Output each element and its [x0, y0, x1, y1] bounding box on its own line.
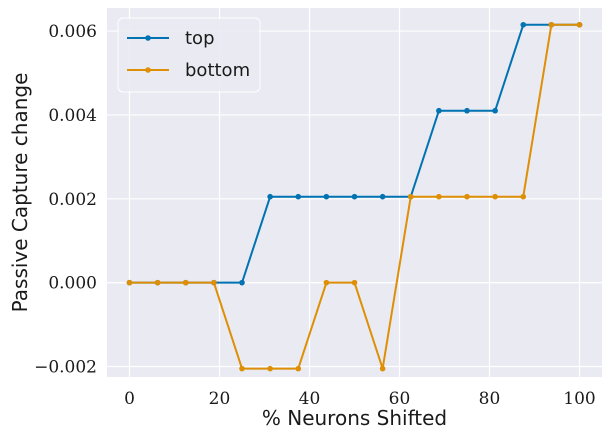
data-point-bottom	[576, 21, 583, 28]
x-tick-label: 100	[563, 389, 595, 409]
series-layer	[126, 21, 583, 372]
x-tick-label: 0	[124, 389, 135, 409]
x-tick-label: 60	[389, 389, 411, 409]
data-point-top	[520, 21, 527, 28]
data-point-bottom	[323, 279, 330, 286]
x-tick-label: 20	[209, 389, 231, 409]
x-tick-label: 80	[479, 389, 501, 409]
data-point-bottom	[154, 279, 161, 286]
data-point-bottom	[351, 279, 358, 286]
data-point-bottom	[379, 365, 386, 372]
data-point-top	[492, 107, 498, 114]
legend-label-bottom: bottom	[185, 60, 250, 81]
data-point-top	[436, 107, 442, 114]
legend-marker-bottom	[145, 67, 151, 73]
y-axis-label: Passive Capture change	[8, 73, 32, 313]
y-tick-label: 0.000	[48, 274, 97, 294]
data-point-top	[351, 193, 358, 200]
y-tick-label: −0.002	[34, 358, 97, 378]
legend: top bottom	[117, 17, 261, 93]
legend-box	[117, 17, 261, 93]
data-point-top	[464, 107, 470, 114]
data-point-bottom	[548, 21, 555, 28]
series-bottom	[126, 21, 583, 372]
data-point-bottom	[436, 193, 442, 200]
data-point-top	[239, 279, 245, 286]
data-point-top	[267, 193, 273, 200]
data-point-bottom	[295, 365, 302, 372]
x-axis-label: % Neurons Shifted	[262, 406, 447, 430]
data-point-bottom	[407, 193, 414, 200]
data-point-bottom	[239, 365, 245, 372]
data-point-top	[295, 193, 302, 200]
y-tick-label: 0.004	[48, 106, 97, 126]
x-tick-label: 40	[299, 389, 321, 409]
data-point-bottom	[126, 279, 133, 286]
data-point-bottom	[211, 279, 217, 286]
legend-label-top: top	[185, 28, 215, 49]
y-tick-label: 0.006	[48, 22, 97, 42]
y-tick-label: 0.002	[48, 190, 97, 210]
data-point-bottom	[520, 193, 527, 200]
data-point-bottom	[267, 365, 273, 372]
data-point-top	[323, 193, 330, 200]
data-point-top	[379, 193, 386, 200]
data-point-bottom	[182, 279, 189, 286]
y-axis-ticks: −0.002 0.000 0.002 0.004 0.006	[34, 22, 97, 377]
data-point-bottom	[464, 193, 470, 200]
legend-marker-top	[145, 35, 151, 41]
x-axis-ticks: 0 20 40 60 80 100	[124, 389, 596, 409]
data-point-bottom	[492, 193, 498, 200]
